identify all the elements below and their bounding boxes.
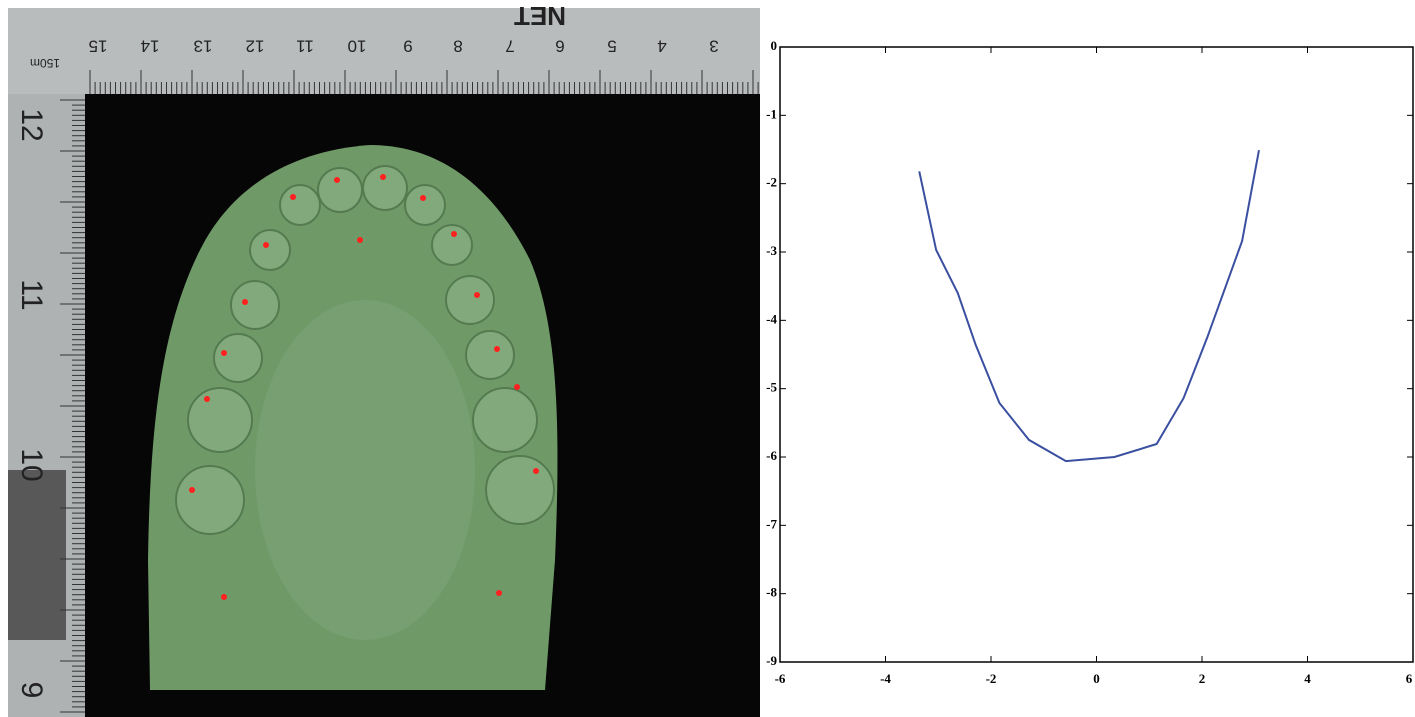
palate bbox=[255, 300, 475, 640]
y-tick-label: -5 bbox=[766, 380, 777, 395]
ruler-label: 7 bbox=[505, 37, 514, 56]
plot-frame bbox=[780, 47, 1413, 662]
ruler-label: 10 bbox=[348, 37, 367, 56]
y-tick-label: -2 bbox=[766, 175, 777, 190]
ruler-label: 15 bbox=[89, 37, 108, 56]
ruler-label: 12 bbox=[15, 108, 48, 141]
ruler-label: 11 bbox=[15, 279, 48, 310]
data-line bbox=[919, 150, 1259, 461]
x-tick-label: -4 bbox=[880, 671, 891, 686]
ruler-label: 5 bbox=[607, 37, 616, 56]
y-tick-label: -6 bbox=[766, 448, 777, 463]
ruler-label: 9 bbox=[403, 37, 412, 56]
ruler-label: 10 bbox=[15, 448, 48, 481]
ruler-top bbox=[8, 8, 760, 94]
ruler-label: 6 bbox=[555, 37, 564, 56]
y-tick-label: -9 bbox=[766, 653, 777, 668]
y-tick-label: -4 bbox=[766, 311, 777, 326]
ruler-label: 13 bbox=[194, 37, 213, 56]
ruler-unit: 150m bbox=[30, 56, 60, 70]
x-tick-label: 2 bbox=[1199, 671, 1206, 686]
y-tick-label: 0 bbox=[771, 38, 778, 53]
x-tick-label: 4 bbox=[1304, 671, 1311, 686]
ruler-label: 12 bbox=[246, 37, 265, 56]
photo bbox=[8, 8, 760, 717]
x-tick-label: 0 bbox=[1093, 671, 1100, 686]
ruler-brand: NET bbox=[514, 1, 566, 31]
ruler-label: 4 bbox=[657, 37, 666, 56]
y-tick-label: -3 bbox=[766, 243, 777, 258]
ruler-label: 8 bbox=[453, 37, 462, 56]
x-tick-label: 6 bbox=[1406, 671, 1413, 686]
y-tick-label: -8 bbox=[766, 585, 777, 600]
ruler-label: 9 bbox=[15, 682, 48, 699]
ruler-label: 11 bbox=[296, 37, 314, 56]
y-tick-label: -1 bbox=[766, 106, 777, 121]
clamp bbox=[8, 470, 66, 640]
x-tick-label: -6 bbox=[775, 671, 786, 686]
page: 15 14 13 12 11 10 9 8 7 6 5 4 3 150m NET 12 11 10 9 -6 -4 -2 0… bbox=[0, 0, 1415, 717]
ruler-label: 3 bbox=[709, 37, 718, 56]
y-tick-label: -7 bbox=[766, 516, 777, 531]
x-tick-label: -2 bbox=[986, 671, 997, 686]
ruler-label: 14 bbox=[141, 37, 160, 56]
